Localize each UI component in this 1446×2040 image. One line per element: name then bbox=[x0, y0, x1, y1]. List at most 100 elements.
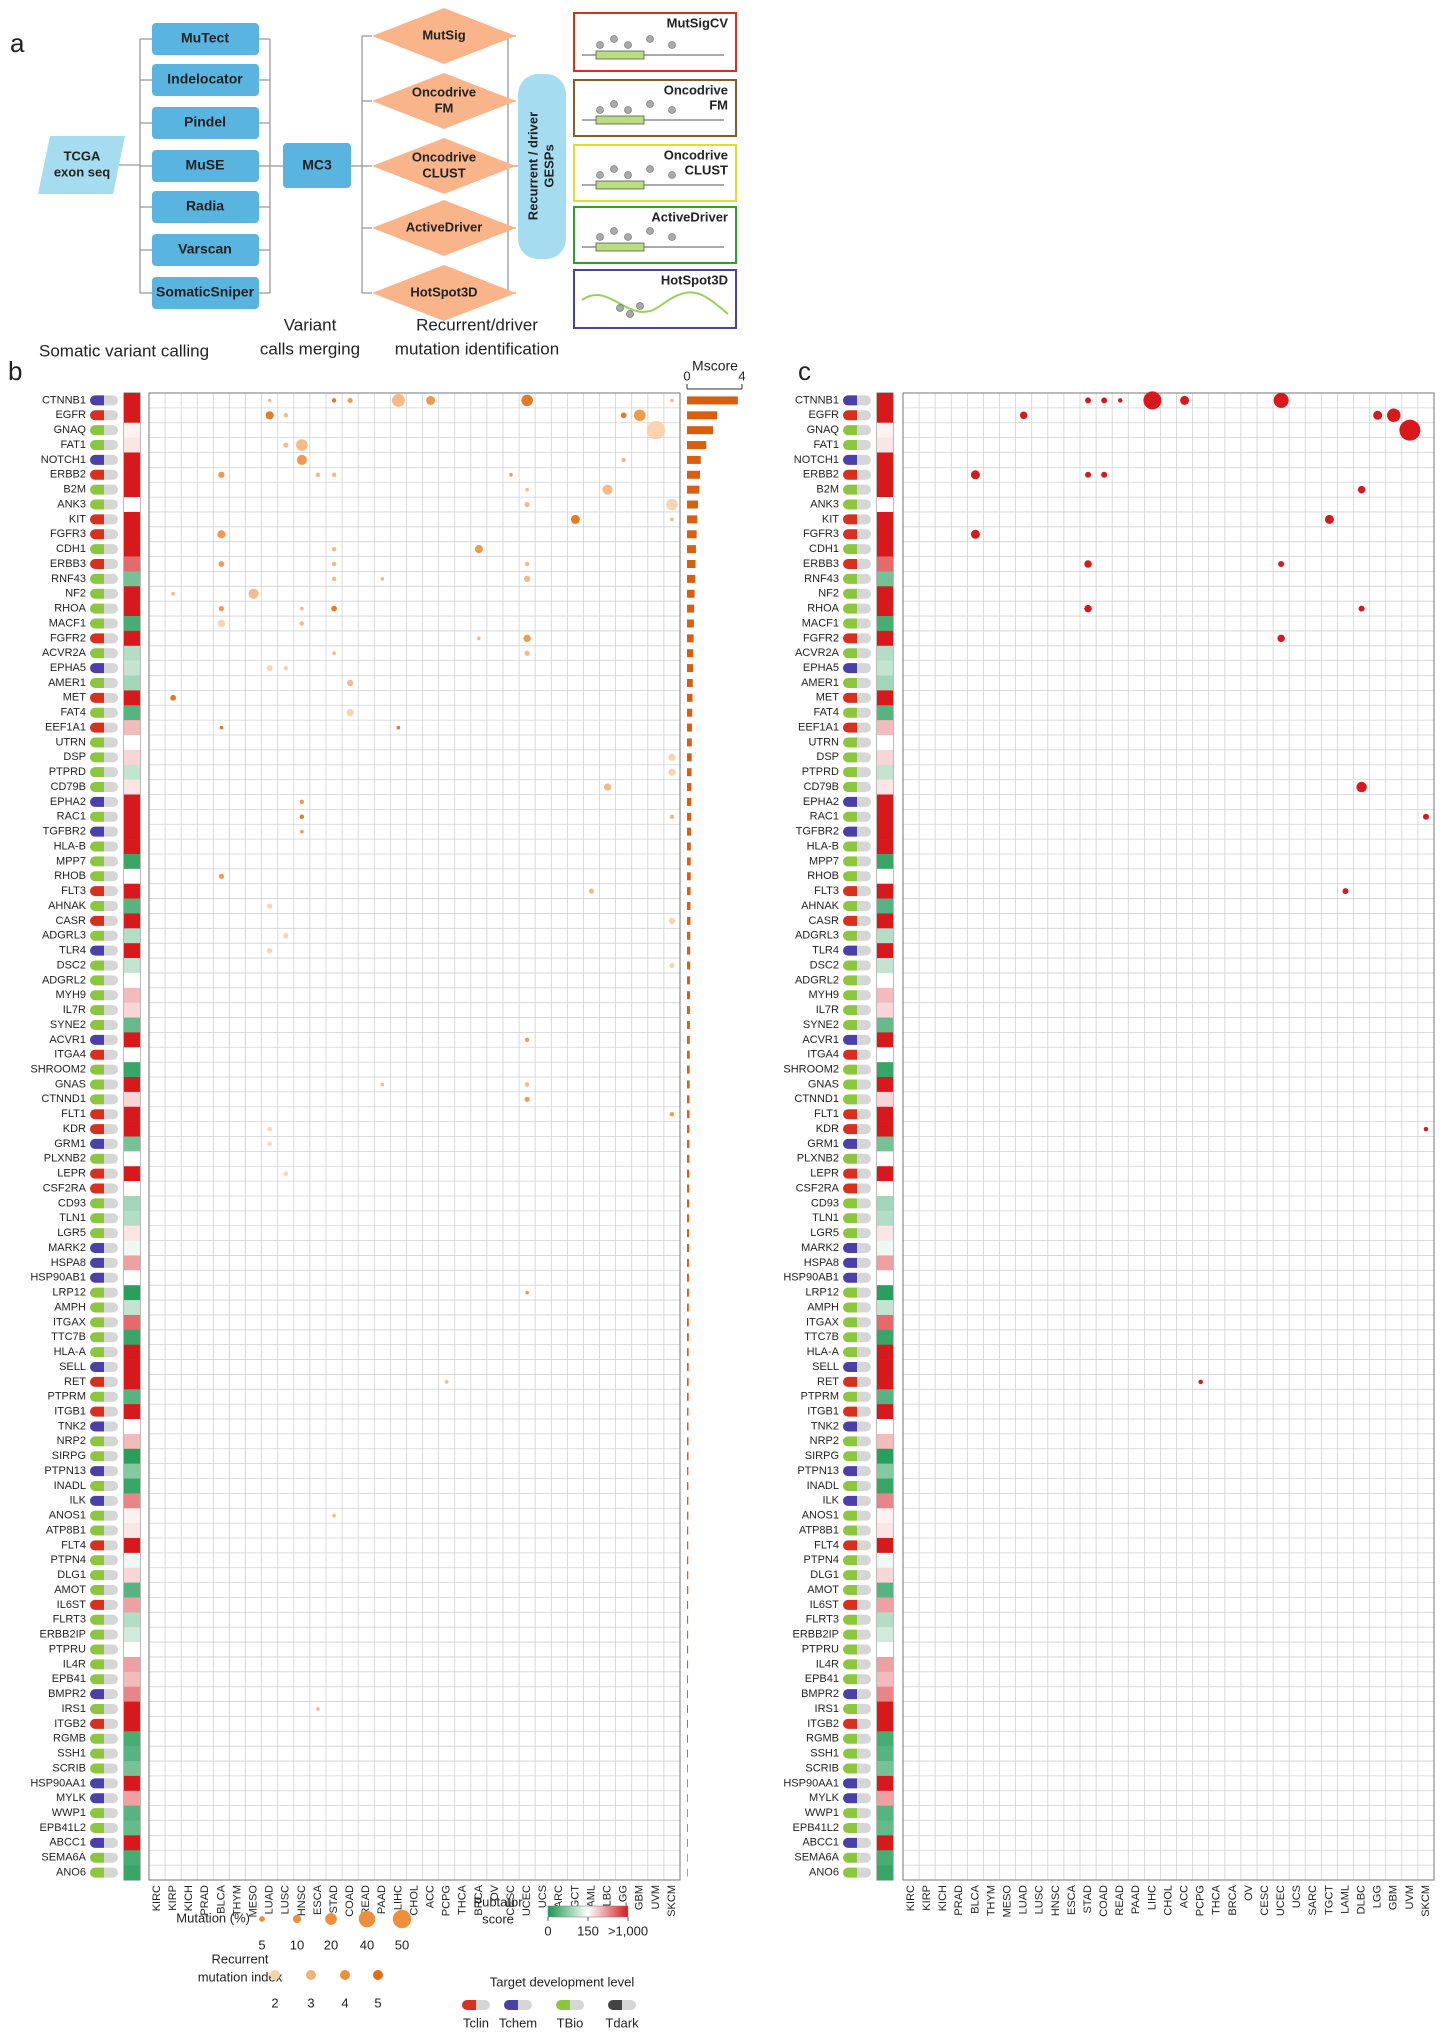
mscore-bar bbox=[687, 797, 692, 806]
pubtator-cell bbox=[124, 541, 140, 557]
gene-label: ERBB2 bbox=[803, 469, 839, 481]
caller-box bbox=[152, 277, 259, 309]
target-pill-left bbox=[90, 692, 104, 703]
target-pill-right bbox=[857, 782, 871, 793]
target-pill-left bbox=[843, 1718, 857, 1729]
gene-label: SYNE2 bbox=[50, 1019, 86, 1031]
pubtator-cell bbox=[124, 1523, 140, 1539]
icon-dot bbox=[596, 41, 604, 49]
target-pill-left bbox=[843, 1555, 857, 1566]
mscore-bar bbox=[687, 678, 693, 687]
legend-color-dot bbox=[340, 1970, 350, 1980]
gene-label: AMOT bbox=[54, 1584, 86, 1596]
mutation-dot bbox=[521, 394, 533, 407]
target-pill-left bbox=[90, 1034, 104, 1045]
target-pill-left bbox=[843, 440, 857, 451]
pubtator-cell bbox=[124, 1731, 140, 1747]
target-pill-left bbox=[843, 1852, 857, 1863]
mutation-dot bbox=[346, 679, 354, 687]
target-pill-left bbox=[90, 886, 104, 897]
pubtator-cell bbox=[124, 749, 140, 766]
icon-dot bbox=[668, 106, 676, 114]
mscore-bar bbox=[687, 1764, 688, 1773]
caller-box bbox=[152, 107, 259, 139]
legend-title: Recurrent bbox=[211, 1951, 268, 1966]
pubtator-cell bbox=[124, 928, 140, 944]
gene-label: NOTCH1 bbox=[41, 454, 86, 466]
target-pill-right bbox=[857, 484, 871, 495]
gene-label: CD79B bbox=[804, 781, 839, 793]
gene-label: EGFR bbox=[55, 409, 86, 421]
gene-label: DSP bbox=[63, 751, 86, 763]
mscore-bar bbox=[687, 1407, 689, 1416]
druggability-dot bbox=[1273, 392, 1289, 408]
gene-label: ADGRL2 bbox=[42, 974, 86, 986]
target-pill-right bbox=[857, 1436, 871, 1447]
target-pill-right bbox=[104, 1525, 118, 1536]
target-pill-left bbox=[843, 573, 857, 584]
x-tick-label: STAD bbox=[328, 1885, 340, 1914]
gene-label: BMPR2 bbox=[48, 1688, 86, 1700]
mutation-dot bbox=[171, 591, 175, 596]
druggability-dot bbox=[1180, 395, 1190, 405]
identifier-diamond bbox=[372, 8, 516, 64]
gene-label: DLG1 bbox=[57, 1569, 86, 1581]
mscore-bar bbox=[687, 1809, 688, 1818]
target-pill-left bbox=[90, 1049, 104, 1060]
target-pill-left bbox=[90, 1837, 104, 1848]
target-pill-right bbox=[857, 1852, 871, 1863]
gene-label: CD79B bbox=[51, 781, 86, 793]
gene-label: FGFR3 bbox=[803, 528, 839, 540]
pubtator-colorbar bbox=[547, 1905, 629, 1918]
pubtator-cell bbox=[124, 497, 140, 513]
identifier-diamond bbox=[372, 265, 516, 321]
pubtator-cell bbox=[124, 437, 140, 453]
target-pill-right bbox=[857, 945, 871, 956]
icon-domain bbox=[595, 242, 645, 252]
target-pill-right bbox=[857, 1019, 871, 1030]
pubtator-cell bbox=[877, 393, 893, 409]
x-tick-label: GBM bbox=[1388, 1885, 1400, 1910]
target-pill-right bbox=[104, 1614, 118, 1625]
target-pill-left bbox=[843, 1064, 857, 1075]
colorbar-tick-label: 0 bbox=[544, 1923, 551, 1938]
identifier-label: ActiveDriver bbox=[406, 219, 483, 234]
target-pill-left bbox=[90, 945, 104, 956]
pubtator-cell bbox=[124, 1865, 140, 1881]
target-pill-right bbox=[857, 1585, 871, 1596]
gene-label: KIT bbox=[822, 513, 839, 525]
mscore-bar bbox=[687, 530, 697, 539]
mscore-bar bbox=[687, 1734, 688, 1743]
mscore-bar bbox=[687, 827, 691, 836]
x-tick-label: ESCA bbox=[312, 1884, 324, 1915]
target-pill-right bbox=[104, 841, 118, 852]
pubtator-cell bbox=[877, 1389, 893, 1405]
mscore-bar bbox=[687, 1110, 690, 1119]
target-pill-right bbox=[104, 1243, 118, 1254]
target-pill-right bbox=[104, 410, 118, 421]
pubtator-cell bbox=[124, 1820, 140, 1836]
gene-label: SHROOM2 bbox=[783, 1063, 839, 1075]
pubtator-cell bbox=[124, 586, 140, 602]
target-pill-right bbox=[857, 1287, 871, 1298]
pubtator-cell bbox=[877, 735, 893, 751]
x-tick-label: COAD bbox=[1098, 1885, 1110, 1917]
target-pill-left bbox=[90, 782, 104, 793]
target-pill-right bbox=[857, 811, 871, 822]
pubtator-cell bbox=[877, 868, 893, 885]
pubtator-cell bbox=[877, 1493, 893, 1509]
target-pill-left bbox=[90, 588, 104, 599]
target-pill-right bbox=[104, 1599, 118, 1610]
target-pill-right bbox=[857, 395, 871, 406]
pubtator-cell bbox=[877, 1552, 893, 1569]
output-label: Recurrent / driver bbox=[525, 112, 540, 220]
gene-label: ITGAX bbox=[53, 1316, 87, 1328]
pubtator-cell bbox=[877, 1761, 893, 1777]
target-pill-right bbox=[104, 737, 118, 748]
legend-size-label: 20 bbox=[324, 1937, 338, 1952]
pubtator-cell bbox=[877, 1656, 893, 1673]
target-pill-right bbox=[104, 752, 118, 763]
gene-label: CTNND1 bbox=[794, 1093, 839, 1105]
target-pill-left bbox=[843, 1808, 857, 1819]
gene-label: SELL bbox=[59, 1361, 86, 1373]
